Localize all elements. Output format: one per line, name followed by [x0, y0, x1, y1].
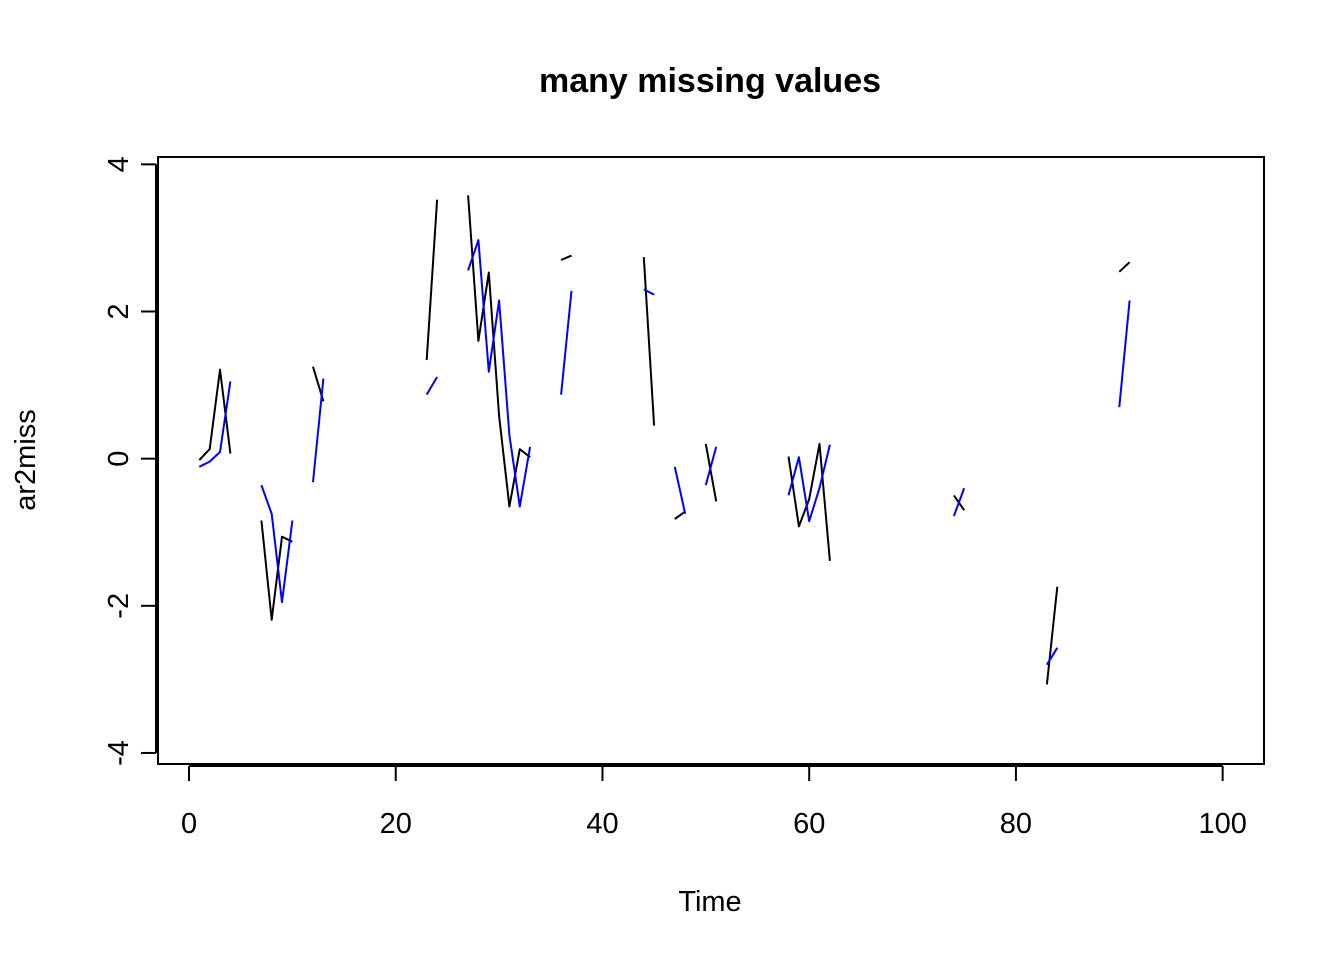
series-line — [198, 239, 1131, 666]
y-tick-label: -2 — [103, 593, 135, 619]
series-segment — [260, 484, 294, 604]
x-tick-label: 60 — [793, 808, 825, 840]
series-layer — [198, 195, 1131, 685]
series-segment — [704, 443, 718, 502]
chart-title: many missing values — [539, 62, 881, 100]
series-segment — [1118, 300, 1131, 408]
x-tick-label: 20 — [380, 808, 412, 840]
x-tick-label: 0 — [181, 808, 197, 840]
series-segment — [467, 195, 531, 508]
series-segment — [674, 510, 686, 520]
series-segment — [425, 376, 438, 396]
series-segment — [467, 239, 532, 508]
series-segment — [260, 520, 293, 621]
series-segment — [1045, 586, 1059, 685]
x-axis-label: Time — [678, 886, 741, 918]
y-tick-label: 0 — [103, 451, 135, 467]
y-axis: -4 -2 0 2 4 — [103, 156, 157, 766]
series-segment — [673, 466, 687, 515]
plot-frame — [157, 156, 1265, 765]
series-segment — [312, 378, 325, 483]
y-tick-label: 2 — [103, 303, 135, 319]
series-segment — [560, 290, 573, 395]
series-segment — [704, 446, 718, 486]
series-segment — [643, 288, 655, 296]
series-line — [198, 195, 1131, 685]
series-segment — [560, 254, 572, 261]
y-axis-label: ar2miss — [10, 409, 42, 511]
series-segment — [1046, 647, 1059, 666]
y-tick-label: -4 — [103, 740, 135, 766]
series-segment — [642, 257, 656, 426]
x-tick-label: 100 — [1198, 808, 1246, 840]
series-segment — [787, 444, 831, 523]
y-tick-label: 4 — [103, 156, 135, 172]
series-segment — [952, 487, 966, 517]
x-tick-label: 80 — [1000, 808, 1032, 840]
x-tick-label: 40 — [586, 808, 618, 840]
series-segment — [425, 199, 439, 361]
series-segment — [1118, 261, 1131, 273]
series-segment — [198, 381, 232, 468]
x-axis: 0 20 40 60 80 100 — [181, 765, 1247, 840]
series-segment — [787, 442, 831, 561]
